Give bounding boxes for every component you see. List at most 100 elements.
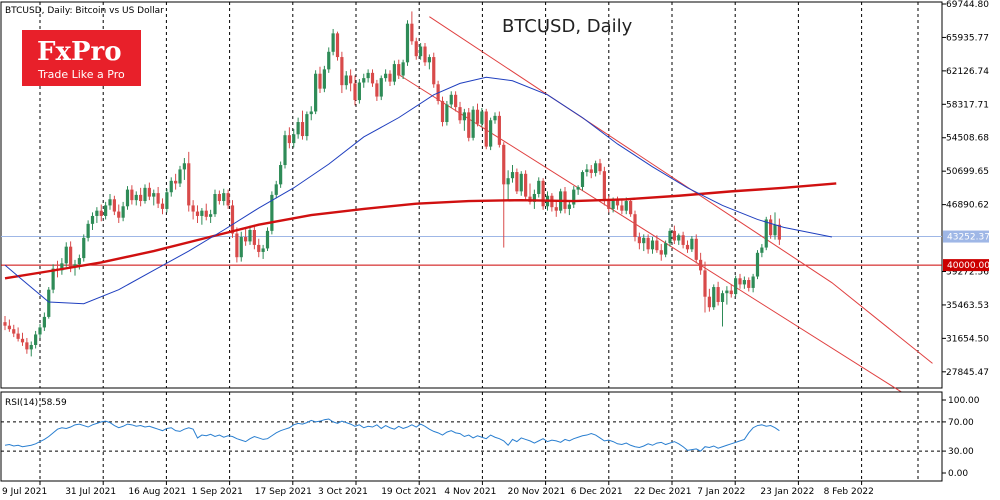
bearish-candle <box>729 290 733 295</box>
bearish-candle <box>707 296 711 308</box>
logo-background <box>22 30 141 86</box>
bearish-candle <box>69 246 73 267</box>
bullish-candle <box>445 104 449 123</box>
bullish-candle <box>742 280 746 285</box>
rsi-axis-label: 100.00 <box>948 396 980 406</box>
time-axis-label: 20 Nov 2021 <box>508 487 566 497</box>
bullish-candle <box>690 238 694 250</box>
bearish-candle <box>187 163 191 206</box>
bullish-candle <box>677 235 681 241</box>
bearish-candle <box>235 233 239 258</box>
bullish-candle <box>585 169 589 173</box>
bearish-candle <box>699 259 703 271</box>
bearish-candle <box>475 109 480 124</box>
slow-moving-average-line <box>4 182 837 280</box>
bullish-candle <box>510 172 515 179</box>
bearish-candle <box>655 240 659 251</box>
bullish-candle <box>401 62 405 76</box>
bearish-candle <box>502 144 506 185</box>
bearish-candle <box>554 207 558 211</box>
bearish-candle <box>672 230 676 241</box>
bearish-candle <box>620 205 624 211</box>
bullish-candle <box>344 75 348 86</box>
bullish-candle <box>222 193 226 202</box>
bullish-candle <box>108 199 112 206</box>
bullish-candle <box>274 184 278 195</box>
bearish-candle <box>458 107 462 121</box>
bullish-candle <box>152 193 156 197</box>
bearish-candle <box>777 224 781 240</box>
bullish-candle <box>720 293 725 302</box>
bullish-candle <box>537 180 541 195</box>
bearish-candle <box>375 83 379 97</box>
bearish-candle <box>524 173 528 197</box>
bearish-candle <box>3 322 7 326</box>
bullish-candle <box>471 109 475 138</box>
bearish-candle <box>252 229 256 245</box>
bearish-candle <box>747 280 751 288</box>
time-axis-label: 19 Oct 2021 <box>381 487 437 497</box>
bearish-candle <box>454 94 458 108</box>
bearish-candle <box>117 211 121 218</box>
channel-lower-line <box>398 74 907 396</box>
bearish-candle <box>397 64 401 76</box>
bullish-candle <box>489 120 493 147</box>
bearish-candle <box>432 57 436 85</box>
bullish-candle <box>773 224 777 236</box>
bullish-candle <box>47 289 51 317</box>
bearish-candle <box>16 333 20 339</box>
bearish-candle <box>703 270 707 297</box>
bullish-candle <box>134 194 138 201</box>
bullish-candle <box>327 51 331 70</box>
bearish-candle <box>602 171 606 201</box>
bearish-candle <box>633 214 637 238</box>
rsi-grid <box>1 392 942 481</box>
time-axis-label: 23 Jan 2022 <box>760 487 814 497</box>
bullish-candle <box>331 33 335 52</box>
bearish-candle <box>139 194 143 202</box>
bullish-candle <box>419 46 423 57</box>
price-axis: 69744.80 65935.77 62126.74 58317.71 54508.68… <box>942 0 990 378</box>
bearish-candle <box>349 75 353 84</box>
bullish-candle <box>576 186 580 190</box>
time-axis-label: 6 Dec 2021 <box>571 487 623 497</box>
bullish-candle <box>322 69 326 89</box>
bearish-candle <box>423 46 427 63</box>
bullish-candle <box>405 23 410 63</box>
price-axis-label: 31654.50 <box>946 334 989 344</box>
bearish-candle <box>388 73 392 82</box>
price-axis-label: 65935.77 <box>946 33 989 43</box>
rsi-axis: 100.00 70.00 30.00 0.00 <box>942 396 980 479</box>
bullish-candle <box>309 111 313 115</box>
bearish-candle <box>191 205 195 212</box>
logo-name: FxPro <box>37 37 122 67</box>
bearish-candle <box>7 325 11 330</box>
bearish-candle <box>467 112 471 138</box>
bearish-candle <box>681 235 685 245</box>
bearish-candle <box>340 57 344 86</box>
bullish-candle <box>734 278 738 295</box>
bearish-candle <box>629 201 633 215</box>
bullish-candle <box>449 94 453 105</box>
time-axis: 9 Jul 2021 31 Jul 2021 16 Aug 2021 1 Sep 20… <box>2 481 874 497</box>
bullish-candle <box>296 122 300 135</box>
bullish-candle <box>143 187 147 202</box>
bullish-candle <box>462 112 466 121</box>
time-axis-label: 31 Jul 2021 <box>65 487 116 497</box>
bullish-candle <box>480 111 484 124</box>
bearish-candle <box>497 115 501 145</box>
bearish-candle <box>716 287 720 302</box>
fxpro-logo: FxPro Trade Like a Pro <box>22 30 141 86</box>
bearish-candle <box>589 169 593 173</box>
bullish-candle <box>213 194 217 215</box>
bearish-candle <box>738 278 742 285</box>
time-axis-label: 22 Dec 2021 <box>634 487 692 497</box>
bearish-candle <box>195 211 200 216</box>
bearish-candle <box>598 163 602 172</box>
bullish-candle <box>668 230 672 244</box>
bullish-candle <box>760 247 764 253</box>
time-axis-label: 17 Sep 2021 <box>255 487 312 497</box>
bearish-candle <box>769 219 773 236</box>
bearish-candle <box>99 210 103 216</box>
bullish-candle <box>712 287 716 308</box>
